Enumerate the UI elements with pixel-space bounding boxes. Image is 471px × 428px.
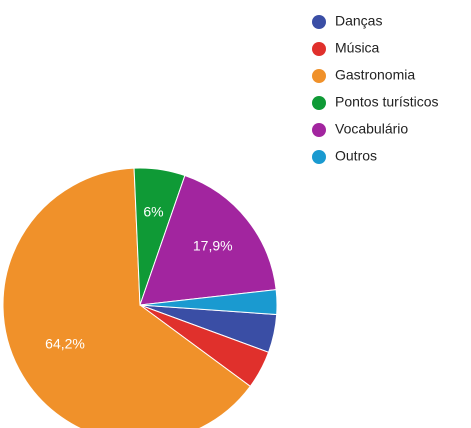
slice-label: 64,2% [45, 336, 85, 352]
legend-label: Música [335, 40, 380, 56]
legend-label: Gastronomia [335, 67, 415, 83]
slice-label: 6% [143, 204, 163, 220]
legend-label: Vocabulário [335, 121, 408, 137]
slice-label: 17,9% [193, 238, 233, 254]
legend-marker [312, 69, 326, 83]
legend-marker [312, 15, 326, 29]
legend-marker [312, 42, 326, 56]
legend-marker [312, 123, 326, 137]
legend-label: Outros [335, 148, 377, 164]
pie-slice [139, 174, 277, 306]
pie-slice [139, 289, 278, 316]
legend-marker [312, 96, 326, 110]
pie-slice [2, 167, 251, 428]
legend-label: Danças [335, 13, 382, 29]
legend-label: Pontos turísticos [335, 94, 439, 110]
legend-marker [312, 150, 326, 164]
